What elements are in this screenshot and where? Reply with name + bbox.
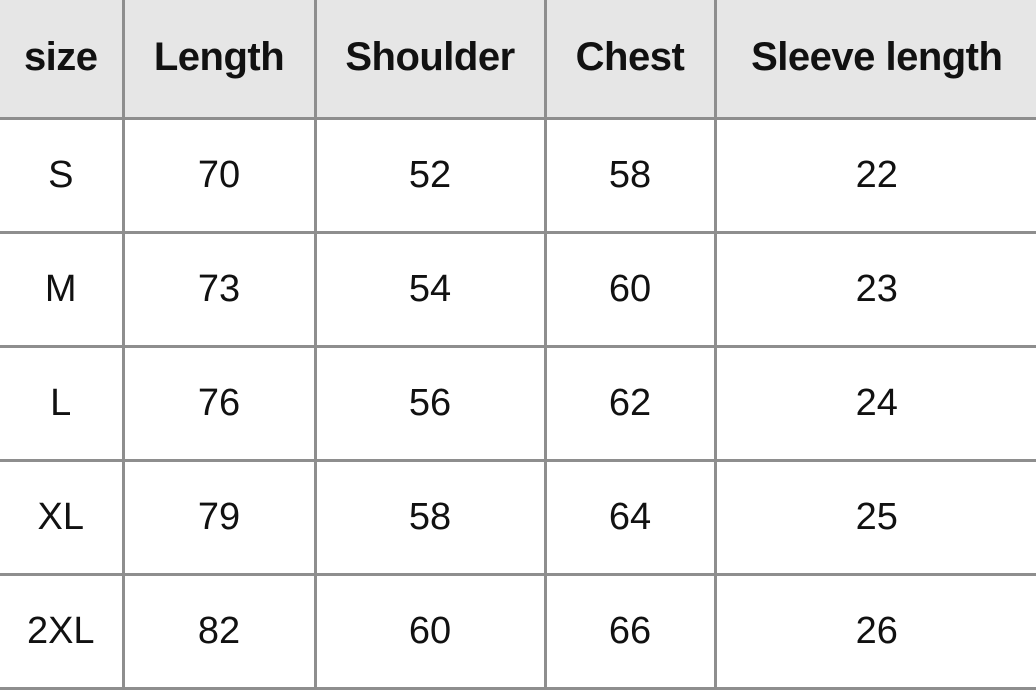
cell-sleeve-length: 23 [713, 231, 1036, 348]
cell-size: L [0, 345, 125, 462]
cell-size: XL [0, 459, 125, 576]
cell-sleeve-length: 25 [713, 459, 1036, 576]
header-row: size Length Shoulder Chest Sleeve length [0, 0, 1036, 120]
cell-size: S [0, 117, 125, 234]
table-row: XL 79 58 64 25 [0, 459, 1036, 576]
cell-shoulder: 56 [313, 345, 547, 462]
header-chest: Chest [543, 0, 717, 120]
table-row: 2XL 82 60 66 26 [0, 573, 1036, 690]
cell-chest: 64 [543, 459, 717, 576]
table-row: L 76 56 62 24 [0, 345, 1036, 462]
cell-chest: 62 [543, 345, 717, 462]
cell-chest: 60 [543, 231, 717, 348]
cell-size: 2XL [0, 573, 125, 690]
cell-length: 79 [121, 459, 317, 576]
cell-length: 73 [121, 231, 317, 348]
table-row: S 70 52 58 22 [0, 117, 1036, 234]
cell-shoulder: 60 [313, 573, 547, 690]
cell-sleeve-length: 24 [713, 345, 1036, 462]
table-row: M 73 54 60 23 [0, 231, 1036, 348]
cell-length: 82 [121, 573, 317, 690]
cell-length: 76 [121, 345, 317, 462]
cell-chest: 58 [543, 117, 717, 234]
cell-chest: 66 [543, 573, 717, 690]
cell-sleeve-length: 26 [713, 573, 1036, 690]
header-shoulder: Shoulder [313, 0, 547, 120]
header-sleeve-length: Sleeve length [713, 0, 1036, 120]
header-length: Length [121, 0, 317, 120]
header-size: size [0, 0, 125, 120]
cell-shoulder: 58 [313, 459, 547, 576]
cell-sleeve-length: 22 [713, 117, 1036, 234]
cell-size: M [0, 231, 125, 348]
cell-length: 70 [121, 117, 317, 234]
cell-shoulder: 52 [313, 117, 547, 234]
cell-shoulder: 54 [313, 231, 547, 348]
